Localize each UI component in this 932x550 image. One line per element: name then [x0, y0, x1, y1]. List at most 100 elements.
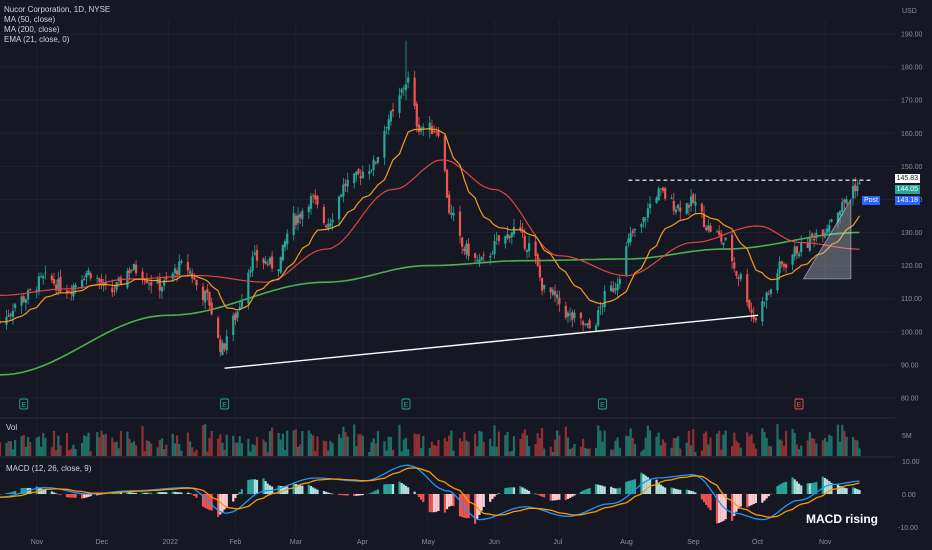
candle-body	[627, 238, 630, 244]
candle-body	[808, 236, 811, 251]
candle-body	[495, 238, 498, 240]
macd-histogram-bar	[368, 493, 371, 495]
symbol-title[interactable]: Nucor Corporation, 1D, NYSE	[4, 5, 111, 14]
candle-body	[476, 260, 479, 262]
volume-bar	[268, 431, 272, 456]
indicator-ema21[interactable]: EMA (21, close, 0)	[4, 35, 70, 44]
macd-histogram-bar	[158, 492, 161, 494]
macd-histogram-bar	[780, 483, 783, 494]
volume-bar	[247, 438, 250, 456]
volume-bar	[784, 430, 788, 456]
candle-body	[813, 238, 816, 241]
candle-body	[435, 131, 438, 133]
candle-body	[324, 225, 328, 228]
volume-bar	[180, 450, 183, 456]
volume-bar	[72, 444, 75, 456]
indicator-ma50[interactable]: MA (50, close)	[4, 15, 56, 24]
macd-histogram-bar	[407, 487, 410, 494]
macd-histogram-bar	[415, 494, 418, 495]
candle-body	[525, 250, 529, 253]
candle-body	[540, 277, 544, 291]
candle-body	[57, 278, 60, 291]
macd-histogram-bar	[268, 485, 272, 494]
volume-bar	[238, 435, 241, 456]
macd-histogram-bar	[145, 492, 148, 494]
candle-body	[465, 243, 468, 255]
volume-bar	[368, 451, 371, 456]
macd-histogram-bar	[700, 494, 703, 500]
candle-body	[195, 279, 198, 286]
volume-bar	[566, 437, 570, 456]
volume-bar	[389, 436, 392, 456]
macd-histogram-bar	[130, 492, 133, 494]
candle-body	[383, 131, 386, 158]
candle-body	[262, 258, 265, 263]
macd-histogram-bar	[221, 494, 224, 513]
candle-body	[556, 294, 559, 299]
macd-histogram-bar	[657, 482, 660, 494]
candle-body	[851, 186, 855, 199]
volume-bar	[767, 445, 770, 456]
indicator-ma200[interactable]: MA (200, close)	[4, 25, 60, 34]
candle-body	[301, 210, 304, 220]
volume-bar	[646, 425, 649, 456]
time-tick-label: Mar	[290, 539, 303, 546]
candle-body	[551, 289, 554, 295]
candle-body	[342, 184, 345, 197]
candle-body	[160, 287, 164, 292]
macd-histogram-bar	[331, 493, 334, 495]
macd-histogram-bar	[294, 484, 297, 494]
volume-bar	[506, 432, 509, 456]
macd-histogram-bar	[165, 492, 168, 494]
volume-bar	[625, 435, 628, 456]
candle-body	[204, 290, 207, 303]
volume-bar	[748, 436, 751, 456]
macd-histogram-bar	[521, 487, 524, 494]
candle-body	[221, 342, 224, 355]
macd-histogram-bar	[564, 494, 567, 501]
macd-layer	[0, 464, 866, 524]
volume-bar	[210, 431, 213, 456]
candle-body	[776, 273, 779, 291]
macd-histogram-bar	[370, 492, 373, 494]
price-tick-label: 180.00	[901, 65, 923, 72]
macd-histogram-bar	[748, 494, 751, 507]
macd-histogram-bar	[642, 474, 645, 494]
volume-bar	[571, 447, 574, 456]
volume-bar	[206, 451, 209, 456]
macd-histogram-bar	[782, 482, 786, 494]
volume-bar	[266, 451, 269, 456]
time-tick-label: Nov	[819, 539, 832, 546]
macd-histogram-bar	[709, 494, 712, 511]
candle-body	[286, 233, 289, 245]
macd-histogram-bar	[385, 484, 388, 494]
macd-histogram-bar	[150, 492, 153, 494]
macd-histogram-bar	[376, 489, 380, 494]
macd-histogram-bar	[854, 488, 857, 494]
candle-body	[266, 263, 269, 265]
macd-histogram-bar	[255, 479, 259, 494]
candle-body	[521, 230, 524, 233]
macd-histogram-bar	[627, 481, 630, 494]
macd-histogram-bar	[659, 484, 662, 494]
macd-histogram-bar	[525, 489, 529, 494]
candle-body	[299, 214, 302, 218]
candle-body	[372, 159, 375, 170]
candle-body	[689, 196, 693, 207]
candle-body	[283, 241, 287, 248]
candle-body	[238, 307, 241, 310]
time-axis[interactable]: Nov Dec 2022 Feb Mar Apr May Jun Jul Aug Sep Oct Nov	[31, 539, 832, 546]
candle-body	[413, 77, 416, 106]
candle-body	[674, 209, 678, 213]
candle-body	[219, 339, 222, 353]
candle-body	[294, 215, 297, 225]
macd-histogram-bar	[193, 494, 196, 496]
post-price-badge: 143.18	[894, 196, 920, 205]
macd-histogram-bar	[210, 494, 213, 511]
volume-bar	[599, 430, 602, 456]
macd-histogram-bar	[83, 494, 86, 499]
price-tick-label: 170.00	[901, 98, 923, 105]
volume-bar	[463, 432, 466, 456]
macd-histogram-bar	[89, 494, 92, 497]
